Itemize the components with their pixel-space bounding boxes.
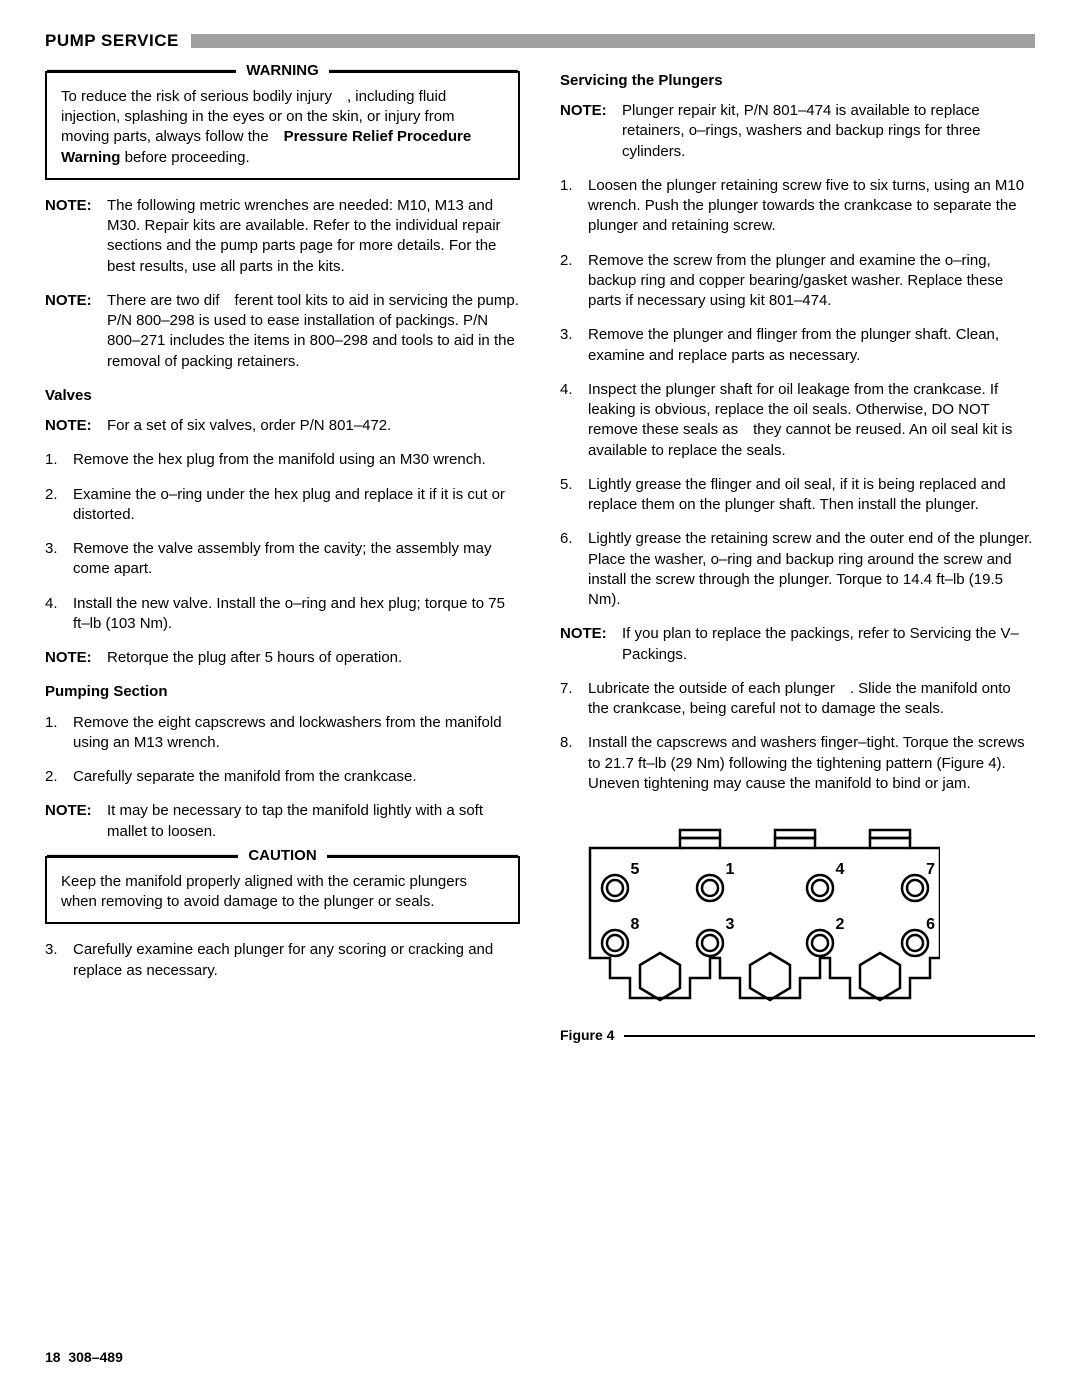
note-text: There are two dif ferent tool kits to ai… [107,291,520,372]
warning-body: To reduce the risk of serious bodily inj… [61,87,504,168]
list-item: Carefully examine each plunger for any s… [45,940,520,981]
caution-box: CAUTION Keep the manifold properly align… [45,856,520,925]
plungers-steps-a: Loosen the plunger retaining screw five … [560,176,1035,611]
note-label: NOTE: [45,648,107,668]
note-text: It may be necessary to tap the manifold … [107,801,520,842]
note-label: NOTE: [45,196,107,277]
caution-title-wrap: CAUTION [47,846,518,866]
list-item: Remove the eight capscrews and lockwashe… [45,713,520,754]
step-text: Carefully separate the manifold from the… [73,767,520,787]
pumping-heading: Pumping Section [45,682,520,702]
step-text: Remove the valve assembly from the cavit… [73,539,520,580]
plungers-heading: Servicing the Plungers [560,71,1035,91]
step-text: Carefully examine each plunger for any s… [73,940,520,981]
step-text: Remove the hex plug from the manifold us… [73,450,520,470]
note-text: The following metric wrenches are needed… [107,196,520,277]
note-row: NOTE: If you plan to replace the packing… [560,624,1035,665]
list-item: Loosen the plunger retaining screw five … [560,176,1035,237]
warning-title-wrap: WARNING [47,61,518,81]
two-column-layout: WARNING To reduce the risk of serious bo… [45,71,1035,1045]
left-column: WARNING To reduce the risk of serious bo… [45,71,520,1045]
note-label: NOTE: [560,101,622,162]
pumping-steps-b: Carefully examine each plunger for any s… [45,940,520,981]
figure-caption-line [624,1035,1035,1037]
list-item: Lubricate the outside of each plunger . … [560,679,1035,720]
step-text: Remove the screw from the plunger and ex… [588,251,1035,312]
step-text: Install the new valve. Install the o–rin… [73,594,520,635]
list-item: Install the new valve. Install the o–rin… [45,594,520,635]
note-row: NOTE: Retorque the plug after 5 hours of… [45,648,520,668]
doc-number: 308–489 [68,1349,123,1365]
step-text: Remove the plunger and flinger from the … [588,325,1035,366]
pumping-steps-a: Remove the eight capscrews and lockwashe… [45,713,520,788]
list-item: Install the capscrews and washers finger… [560,733,1035,794]
valves-heading: Valves [45,386,520,406]
caution-title: CAUTION [238,846,326,866]
bolt-label-5: 5 [631,861,640,878]
warning-box: WARNING To reduce the risk of serious bo… [45,71,520,180]
step-text: Loosen the plunger retaining screw five … [588,176,1035,237]
note-label: NOTE: [45,291,107,372]
bolt-label-4: 4 [836,861,845,878]
page-number: 18 [45,1349,61,1365]
step-text: Lubricate the outside of each plunger . … [588,679,1035,720]
bolt-label-1: 1 [726,861,735,878]
bolt-label-3: 3 [726,916,735,933]
section-header: PUMP SERVICE [45,30,1035,53]
right-column: Servicing the Plungers NOTE: Plunger rep… [560,71,1035,1045]
figure-caption: Figure 4 [560,1026,1035,1045]
list-item: Carefully separate the manifold from the… [45,767,520,787]
caution-body: Keep the manifold properly aligned with … [61,872,504,913]
figure-4: 5 1 4 7 8 3 2 6 Figure 4 [560,808,1035,1045]
note-text: For a set of six valves, order P/N 801–4… [107,416,520,436]
manifold-diagram: 5 1 4 7 8 3 2 6 [560,808,940,1018]
bolt-label-6: 6 [926,916,935,933]
list-item: Inspect the plunger shaft for oil leakag… [560,380,1035,461]
step-text: Examine the o–ring under the hex plug an… [73,485,520,526]
step-text: Inspect the plunger shaft for oil leakag… [588,380,1035,461]
note-text: If you plan to replace the packings, ref… [622,624,1035,665]
step-text: Lightly grease the flinger and oil seal,… [588,475,1035,516]
bolt-label-2: 2 [836,916,845,933]
page-footer: 18 308–489 [45,1348,123,1367]
list-item: Lightly grease the flinger and oil seal,… [560,475,1035,516]
note-text: Retorque the plug after 5 hours of opera… [107,648,520,668]
note-row: NOTE: Plunger repair kit, P/N 801–474 is… [560,101,1035,162]
note-row: NOTE: For a set of six valves, order P/N… [45,416,520,436]
list-item: Lightly grease the retaining screw and t… [560,529,1035,610]
step-text: Lightly grease the retaining screw and t… [588,529,1035,610]
note-row: NOTE: It may be necessary to tap the man… [45,801,520,842]
note-row: NOTE: There are two dif ferent tool kits… [45,291,520,372]
page-title: PUMP SERVICE [45,30,191,53]
warning-text-post: before proceeding. [120,149,249,166]
note-label: NOTE: [45,416,107,436]
note-label: NOTE: [560,624,622,665]
list-item: Remove the hex plug from the manifold us… [45,450,520,470]
note-row: NOTE: The following metric wrenches are … [45,196,520,277]
list-item: Remove the valve assembly from the cavit… [45,539,520,580]
list-item: Remove the screw from the plunger and ex… [560,251,1035,312]
step-text: Install the capscrews and washers finger… [588,733,1035,794]
list-item: Examine the o–ring under the hex plug an… [45,485,520,526]
figure-caption-text: Figure 4 [560,1026,624,1045]
bolt-label-7: 7 [926,861,935,878]
plungers-steps-b: Lubricate the outside of each plunger . … [560,679,1035,794]
warning-title: WARNING [236,61,329,81]
list-item: Remove the plunger and flinger from the … [560,325,1035,366]
note-label: NOTE: [45,801,107,842]
title-bar [191,34,1035,48]
note-text: Plunger repair kit, P/N 801–474 is avail… [622,101,1035,162]
valves-steps: Remove the hex plug from the manifold us… [45,450,520,634]
step-text: Remove the eight capscrews and lockwashe… [73,713,520,754]
bolt-label-8: 8 [631,916,640,933]
